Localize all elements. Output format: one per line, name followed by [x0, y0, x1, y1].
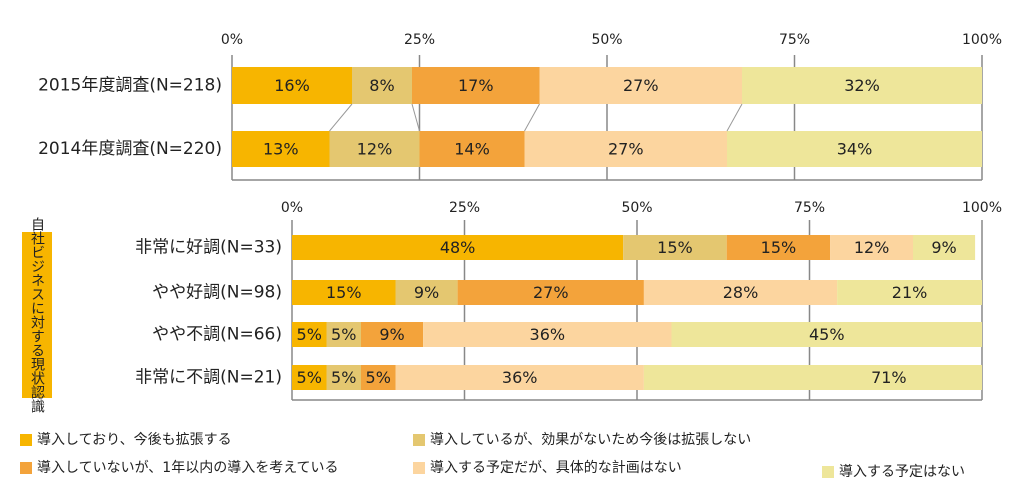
x-tick-label: 25% [449, 200, 480, 216]
data-label: 21% [892, 283, 928, 302]
data-label: 9% [414, 283, 439, 302]
x-tick-label: 100% [962, 200, 1002, 216]
bar-segment [352, 67, 412, 104]
data-label: 48% [440, 238, 476, 257]
bar-segment [326, 365, 361, 390]
connector [726, 103, 743, 132]
legend-swatch [413, 462, 425, 474]
category-label: 非常に不調(N=21) [135, 368, 282, 388]
x-tick-label: 100% [962, 32, 1002, 48]
data-label: 12% [854, 238, 890, 257]
x-tick-label: 50% [621, 200, 652, 216]
bar-segment [643, 280, 838, 305]
category-label: 2015年度調査(N=218) [38, 76, 222, 96]
bar-segment [623, 235, 727, 260]
category-label: 2014年度調査(N=220) [38, 139, 222, 159]
bar-segment [292, 280, 396, 305]
bar-segment [837, 280, 982, 305]
data-label: 27% [533, 283, 569, 302]
bar-segment [457, 280, 644, 305]
legend-swatch [20, 434, 32, 446]
legend-label: 導入しているが、効果がないため今後は拡張しない [430, 432, 751, 448]
bar-segment [419, 131, 525, 167]
group-label: 自社ビジネスに対する現状認識 [29, 217, 45, 414]
bar-segment [395, 365, 644, 390]
data-label: 27% [623, 76, 659, 95]
data-label: 34% [837, 140, 873, 159]
bar-segment [412, 67, 540, 104]
legend-label: 導入する予定だが、具体的な計画はない [430, 460, 682, 476]
group-label-box [22, 232, 52, 398]
data-label: 12% [357, 140, 393, 159]
bar-segment [395, 280, 458, 305]
bar-segment [913, 235, 976, 260]
data-label: 8% [369, 76, 394, 95]
data-label: 36% [502, 368, 538, 387]
legend-swatch [413, 434, 425, 446]
data-label: 5% [331, 368, 356, 387]
bar-segment [671, 322, 982, 347]
bar-segment [292, 322, 327, 347]
bar-segment [539, 67, 742, 104]
data-label: 71% [871, 368, 907, 387]
x-tick-label: 75% [794, 200, 825, 216]
x-tick-label: 50% [591, 32, 622, 48]
data-label: 9% [379, 325, 404, 344]
connector [411, 103, 420, 132]
data-label: 15% [326, 283, 362, 302]
data-label: 27% [608, 140, 644, 159]
data-label: 13% [263, 140, 299, 159]
bar-segment [232, 131, 330, 167]
data-label: 28% [723, 283, 759, 302]
data-label: 45% [809, 325, 845, 344]
x-tick-label: 0% [281, 200, 303, 216]
data-label: 32% [844, 76, 880, 95]
data-label: 15% [761, 238, 797, 257]
data-label: 5% [366, 368, 391, 387]
bar-segment [292, 235, 624, 260]
legend-swatch [20, 462, 32, 474]
data-label: 9% [931, 238, 956, 257]
legend-swatch [822, 466, 834, 478]
category-label: やや不調(N=66) [152, 325, 282, 345]
data-label: 5% [297, 368, 322, 387]
bar-segment [830, 235, 913, 260]
x-tick-label: 25% [404, 32, 435, 48]
bar-segment [361, 365, 396, 390]
bar-segment [326, 322, 361, 347]
data-label: 5% [331, 325, 356, 344]
legend-label: 導入する予定はない [839, 464, 965, 480]
plot: 48% 15% 15% 12% 9% 15% 9% 27% 28% 21% 5% 5% 9% 36% 45%… [292, 235, 982, 390]
bar-segment [423, 322, 672, 347]
bar-segment [524, 131, 727, 167]
connector [329, 103, 353, 132]
legend-label: 導入しており、今後も拡張する [37, 432, 232, 448]
x-tick-label: 0% [221, 32, 243, 48]
bar-segment [292, 365, 327, 390]
category-label: 非常に好調(N=33) [135, 238, 282, 258]
data-label: 5% [297, 325, 322, 344]
data-label: 16% [274, 76, 310, 95]
bar-segment [726, 235, 831, 260]
x-tick-label: 75% [779, 32, 810, 48]
data-label: 17% [458, 76, 494, 95]
plot: 16% 8% 17% 27% 32% 13% 12% 14% 27% 34% [232, 67, 982, 167]
bar-segment [742, 67, 982, 104]
bar-segment [232, 67, 352, 104]
data-label: 36% [530, 325, 566, 344]
category-label: やや好調(N=98) [152, 283, 282, 303]
data-label: 15% [657, 238, 693, 257]
bar-segment [329, 131, 420, 167]
bar-segment [727, 131, 982, 167]
connector [524, 103, 540, 132]
bar-segment [361, 322, 424, 347]
data-label: 14% [454, 140, 490, 159]
legend-label: 導入していないが、1年以内の導入を考えている [37, 460, 339, 476]
bar-segment [643, 365, 982, 390]
